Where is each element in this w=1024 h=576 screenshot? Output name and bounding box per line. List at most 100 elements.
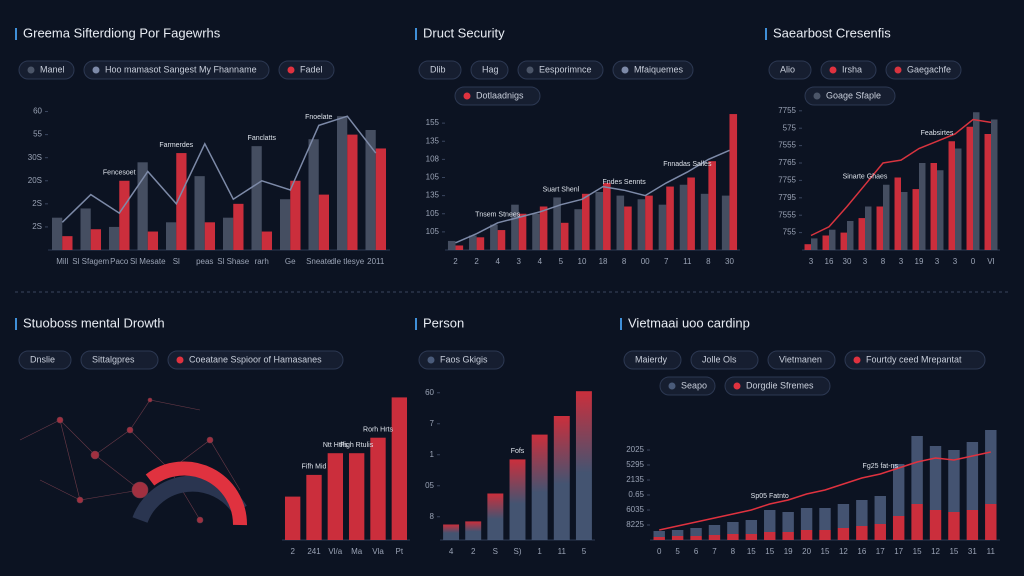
chip-label: Hag <box>482 64 499 74</box>
chip[interactable] <box>418 350 505 370</box>
chip[interactable] <box>167 350 344 370</box>
bar <box>837 528 850 540</box>
chip[interactable] <box>454 86 541 106</box>
title-accent <box>765 28 767 40</box>
bar <box>511 204 519 250</box>
bar <box>948 450 960 512</box>
bar <box>876 206 883 250</box>
x-tick-label: 8 <box>706 257 711 266</box>
x-tick-label: 16 <box>825 257 834 266</box>
bar <box>616 195 625 250</box>
chip[interactable] <box>724 376 831 396</box>
x-tick-label: 15 <box>747 547 756 556</box>
chip-label: Gaegachfe <box>907 64 951 74</box>
x-tick-label: 3 <box>809 257 814 266</box>
chip[interactable] <box>278 60 335 80</box>
chip[interactable] <box>612 60 694 80</box>
panel-title: Greema Sifterdiong Por Fagewrhs <box>23 25 221 40</box>
chip[interactable] <box>470 60 509 80</box>
bar <box>279 199 291 250</box>
chip[interactable] <box>18 60 75 80</box>
y-tick-label: 135 <box>426 136 440 145</box>
bar <box>284 496 301 540</box>
bar <box>165 222 177 250</box>
x-tick-label: 5 <box>582 547 587 556</box>
x-tick-label: 8 <box>731 547 736 556</box>
chip-label: Irsha <box>842 64 862 74</box>
y-tick-label: 575 <box>783 123 797 132</box>
bar <box>327 453 344 540</box>
y-tick-label: 2135 <box>626 475 644 484</box>
chip-dot <box>463 92 471 100</box>
bar <box>365 130 376 250</box>
title-accent <box>415 318 417 330</box>
x-tick-label: 11 <box>987 547 996 556</box>
bar <box>306 474 322 540</box>
x-tick-label: 17 <box>876 547 885 556</box>
bar <box>233 203 244 250</box>
bar <box>745 520 758 534</box>
chip-label: Hoo mamasot Sangest My Fhanname <box>105 64 257 74</box>
bar <box>985 430 997 504</box>
x-tick-label: 0 <box>657 547 662 556</box>
chip[interactable] <box>820 60 877 80</box>
bar <box>782 532 794 540</box>
chip[interactable] <box>80 350 159 370</box>
bar <box>490 224 498 250</box>
bar <box>108 226 120 250</box>
chip-label: Fadel <box>300 64 323 74</box>
chip[interactable] <box>623 350 682 370</box>
bar <box>560 222 569 250</box>
chip[interactable] <box>690 350 759 370</box>
line <box>659 451 991 531</box>
chip[interactable] <box>659 376 716 396</box>
x-tick-label: 8 <box>622 257 627 266</box>
chip[interactable] <box>767 350 836 370</box>
chip[interactable] <box>83 60 270 80</box>
annotation: Fndes Sennts <box>603 179 647 186</box>
x-tick-label: 4 <box>495 257 500 266</box>
bar <box>911 436 923 504</box>
bar <box>901 192 908 250</box>
bar <box>581 193 590 250</box>
bar <box>147 231 159 250</box>
x-tick-label: 3 <box>899 257 904 266</box>
bar <box>497 230 506 250</box>
chip-dot <box>853 356 861 364</box>
panel-title: Stuoboss mental Drowth <box>23 315 165 330</box>
chip-dot <box>829 66 837 74</box>
bar <box>966 442 979 510</box>
chip[interactable] <box>18 350 72 370</box>
x-tick-label: 3 <box>863 257 868 266</box>
chip-label: Sittalgpres <box>92 354 135 364</box>
x-tick-label: Sl <box>173 257 180 266</box>
x-tick-label: 15 <box>765 547 774 556</box>
chip[interactable] <box>844 350 986 370</box>
chip[interactable] <box>885 60 962 80</box>
x-tick-label: 3 <box>935 257 940 266</box>
y-tick-label: 60 <box>425 388 434 397</box>
x-tick-label: 15 <box>821 547 830 556</box>
bar <box>764 510 776 532</box>
bar <box>532 213 540 250</box>
x-tick-label: 3 <box>517 257 522 266</box>
x-tick-label: 8 <box>881 257 886 266</box>
line <box>455 149 730 244</box>
chip[interactable] <box>418 60 462 80</box>
bar <box>729 114 738 250</box>
bar <box>919 163 926 250</box>
chip[interactable] <box>768 60 812 80</box>
chip[interactable] <box>517 60 604 80</box>
bar <box>261 231 273 250</box>
y-tick-label: 7755 <box>778 176 796 185</box>
bar <box>455 245 464 250</box>
x-tick-label: dle tlesye <box>330 257 364 266</box>
chip[interactable] <box>804 86 896 106</box>
x-tick-label: 4 <box>449 547 454 556</box>
bar <box>687 177 695 250</box>
title-accent <box>415 28 417 40</box>
y-tick-label: 1 <box>430 450 435 459</box>
y-tick-label: 8225 <box>626 520 644 529</box>
annotation: Fnnadas Salles <box>663 161 712 168</box>
